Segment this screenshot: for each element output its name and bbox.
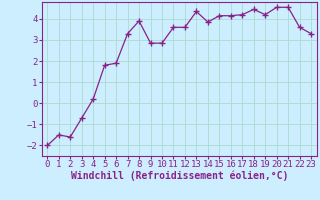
X-axis label: Windchill (Refroidissement éolien,°C): Windchill (Refroidissement éolien,°C) [70,171,288,181]
